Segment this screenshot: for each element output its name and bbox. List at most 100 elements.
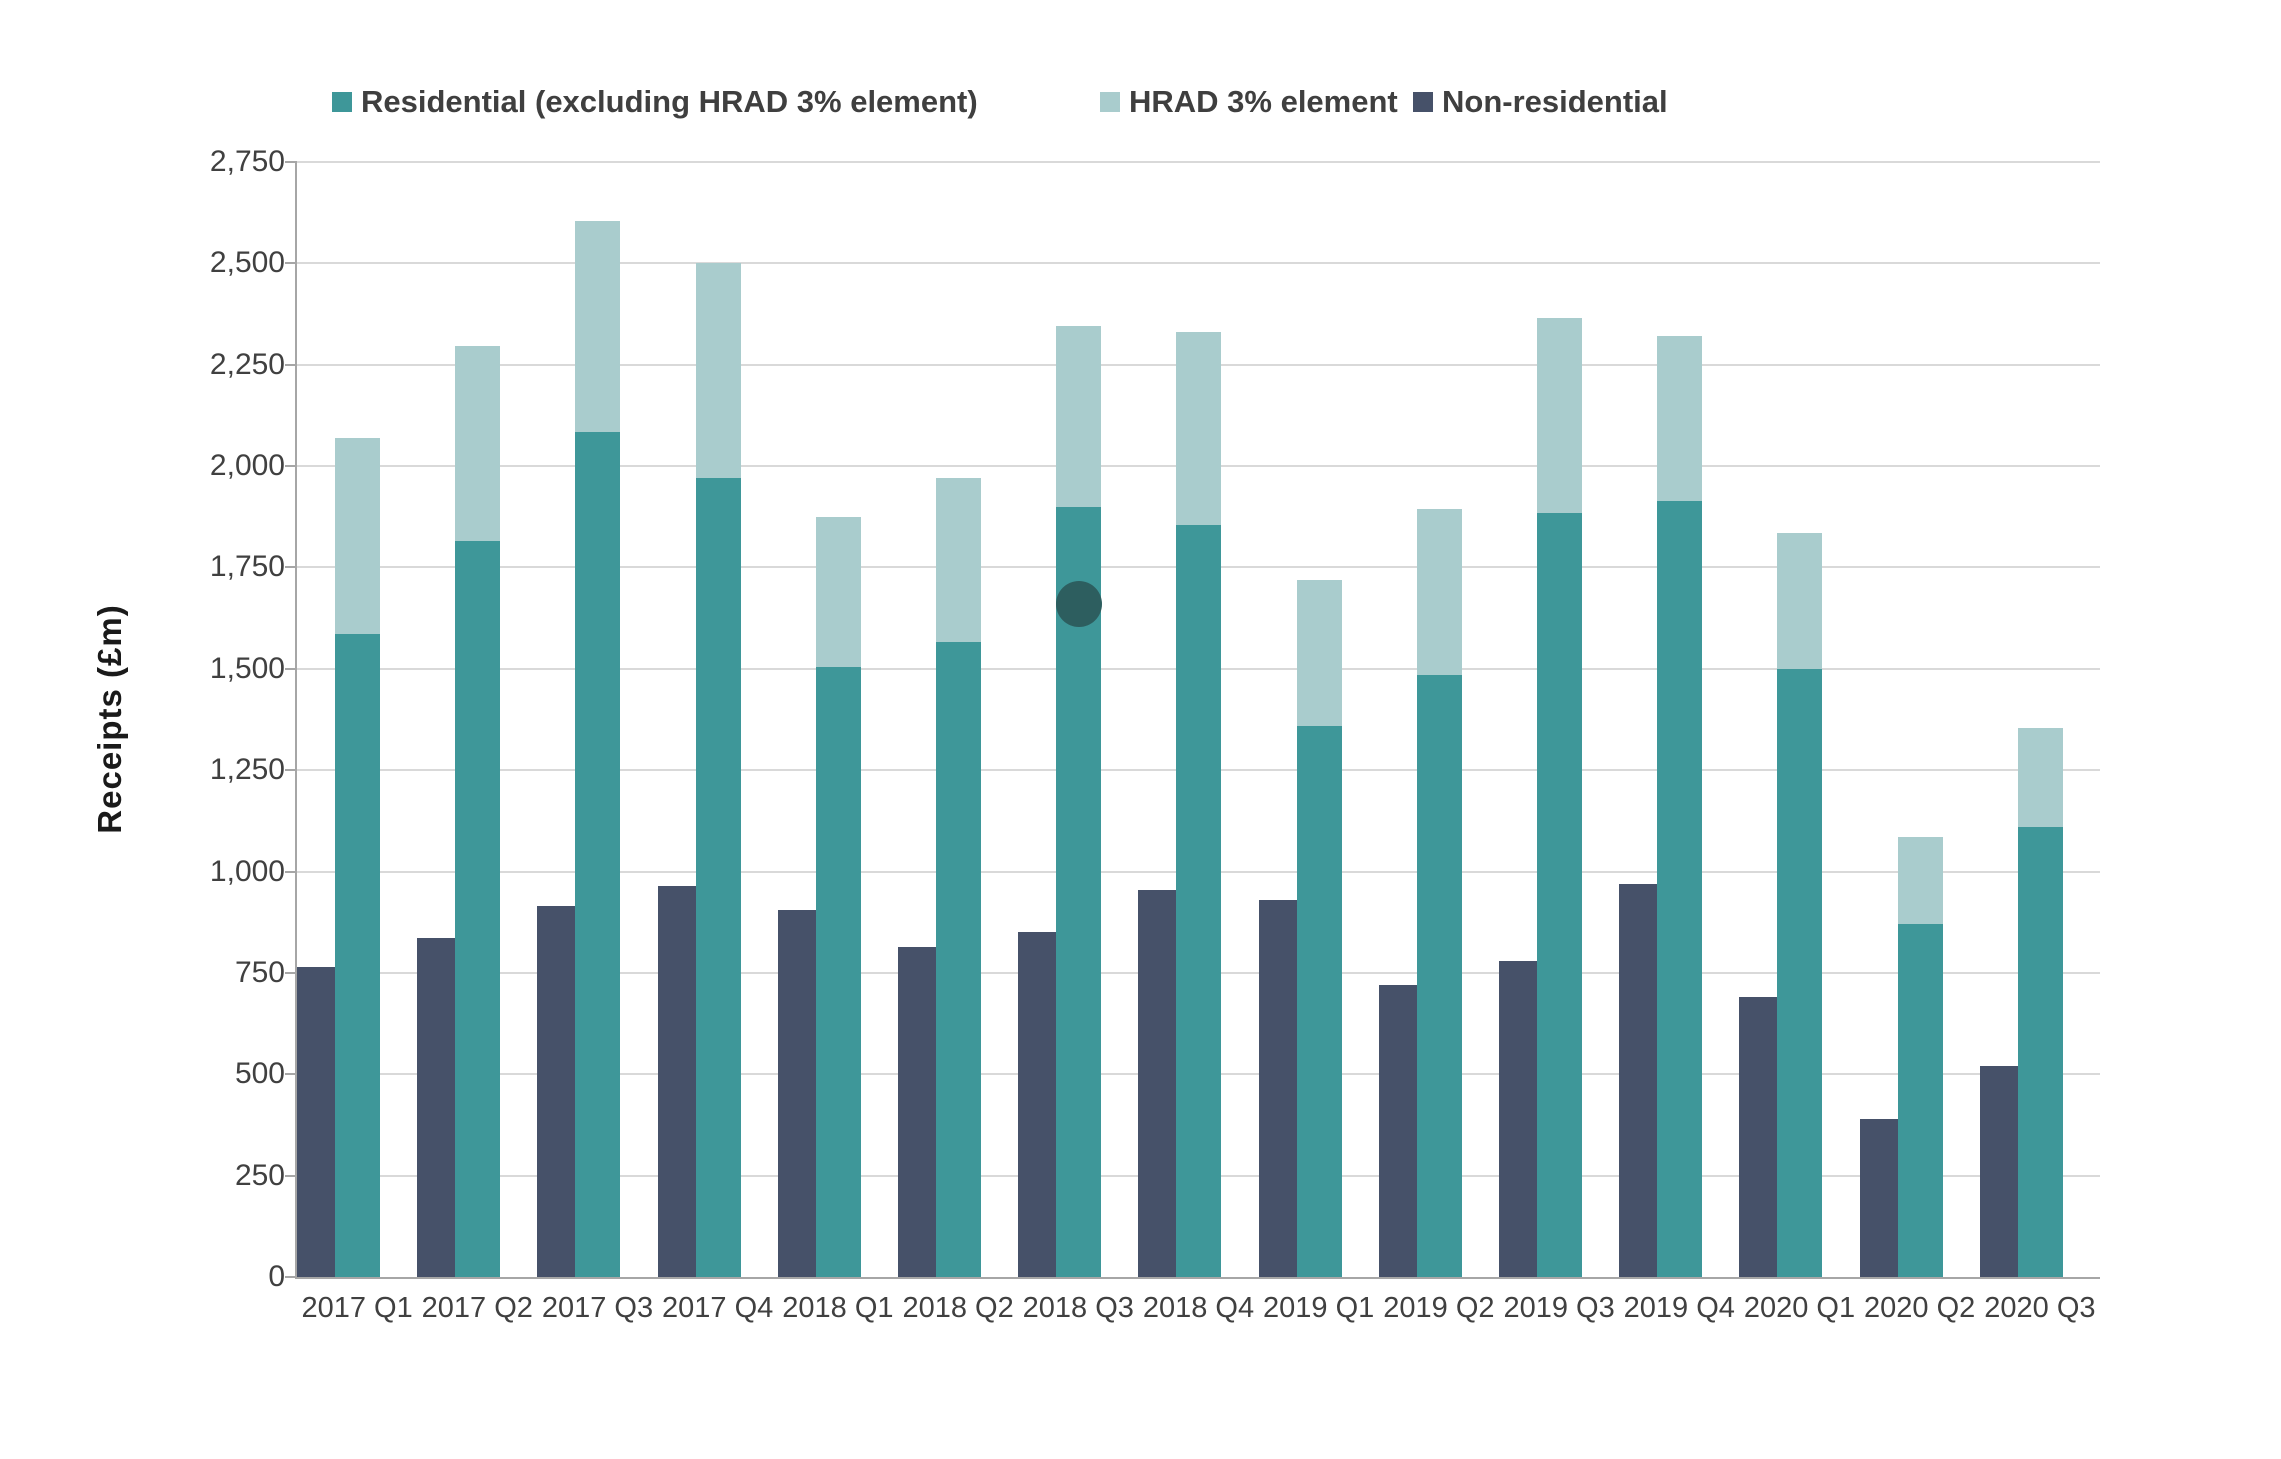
bar-hrad xyxy=(575,220,621,432)
bar-residential xyxy=(815,666,861,1277)
bar-hrad xyxy=(695,263,741,479)
y-tick-label: 2,000 xyxy=(209,449,285,483)
x-tick-label: 2019 Q2 xyxy=(1383,1292,1495,1324)
bar-hrad xyxy=(1537,318,1582,513)
x-tick-label: 2018 Q1 xyxy=(782,1292,894,1324)
bar-non-residential xyxy=(1258,899,1297,1277)
legend-label-hrad: HRAD 3% element xyxy=(1129,84,1398,119)
bar-hrad xyxy=(1416,508,1462,675)
bar-non-residential xyxy=(1499,960,1537,1277)
bar-non-residential xyxy=(1619,883,1658,1277)
y-tick-label: 2,500 xyxy=(209,246,285,280)
bar-non-residential xyxy=(657,885,696,1277)
y-tick-label: 0 xyxy=(268,1260,285,1293)
bar-hrad xyxy=(2017,727,2063,827)
bar-non-residential xyxy=(1859,1118,1898,1277)
bar-non-residential xyxy=(777,910,816,1277)
x-tick-label: 2019 Q3 xyxy=(1503,1292,1615,1324)
y-axis-tick xyxy=(285,667,297,670)
bar-non-residential xyxy=(1018,932,1057,1277)
y-tick-label: 2,750 xyxy=(209,145,285,178)
bar-residential xyxy=(1777,668,1823,1277)
legend-label-residential: Residential (excluding HRAD 3% element) xyxy=(361,84,978,119)
bar-residential xyxy=(1897,924,1943,1277)
y-tick-label: 250 xyxy=(234,1158,285,1192)
y-axis-tick xyxy=(285,1174,297,1177)
bar-hrad xyxy=(1657,336,1703,501)
legend-swatch-hrad-icon xyxy=(1100,92,1120,112)
y-tick-label: 1,750 xyxy=(209,550,285,584)
x-tick-label: 2018 Q3 xyxy=(1022,1292,1134,1324)
bar-hrad xyxy=(1777,532,1823,669)
bar-non-residential xyxy=(1378,985,1417,1277)
bar-non-residential xyxy=(1979,1066,2018,1277)
bar-non-residential xyxy=(537,906,576,1277)
gridline xyxy=(297,161,2100,163)
bar-residential xyxy=(1176,524,1222,1277)
y-axis-tick xyxy=(285,465,297,468)
bar-hrad xyxy=(815,516,861,667)
y-axis-tick xyxy=(285,1073,297,1076)
bar-hrad xyxy=(455,346,501,542)
y-axis-tick xyxy=(285,363,297,366)
bar-hrad xyxy=(1056,326,1102,507)
y-tick-label: 1,000 xyxy=(209,854,285,888)
x-tick-label: 2020 Q1 xyxy=(1743,1292,1856,1324)
legend-swatch-residential-icon xyxy=(332,92,352,112)
y-axis-tick xyxy=(285,971,297,974)
legend-item-non-residential: Non-residential xyxy=(1413,84,1668,120)
x-tick-label: 2019 Q1 xyxy=(1263,1292,1375,1324)
y-axis-line xyxy=(295,162,297,1279)
bar-residential xyxy=(335,634,380,1277)
x-axis-line xyxy=(295,1277,2100,1279)
bar-residential xyxy=(1537,512,1582,1277)
legend-swatch-non-residential-icon xyxy=(1413,92,1433,112)
x-tick-label: 2019 Q4 xyxy=(1623,1292,1735,1324)
legend-item-residential: Residential (excluding HRAD 3% element) xyxy=(332,84,978,120)
y-axis-tick xyxy=(285,262,297,265)
x-tick-label: 2020 Q3 xyxy=(1984,1292,2096,1324)
bar-residential xyxy=(936,642,981,1277)
x-tick-label: 2018 Q2 xyxy=(902,1292,1014,1324)
bar-residential xyxy=(575,431,621,1277)
bar-hrad xyxy=(1176,332,1222,525)
gridline xyxy=(297,262,2100,265)
x-tick-label: 2018 Q4 xyxy=(1142,1292,1255,1324)
bar-residential xyxy=(695,478,741,1277)
bar-residential xyxy=(2017,826,2063,1277)
bar-non-residential xyxy=(297,966,335,1277)
x-tick-label: 2017 Q4 xyxy=(662,1292,774,1324)
bar-hrad xyxy=(1296,579,1342,726)
legend-item-hrad: HRAD 3% element xyxy=(1100,84,1398,120)
bar-residential xyxy=(1416,674,1462,1277)
bar-non-residential xyxy=(1739,997,1778,1277)
y-tick-label: 500 xyxy=(234,1057,285,1091)
bar-residential xyxy=(455,541,501,1277)
y-tick-label: 2,250 xyxy=(209,347,285,381)
legend-label-non-residential: Non-residential xyxy=(1442,84,1668,119)
bar-residential xyxy=(1056,506,1102,1277)
x-tick-label: 2020 Q2 xyxy=(1864,1292,1976,1324)
cursor-dot xyxy=(1055,580,1102,627)
bar-residential xyxy=(1296,725,1342,1277)
y-axis-tick xyxy=(285,566,297,569)
bar-non-residential xyxy=(1138,889,1177,1277)
x-tick-label: 2017 Q1 xyxy=(301,1292,413,1324)
y-tick-label: 1,500 xyxy=(209,651,285,685)
y-axis-tick xyxy=(285,769,297,772)
y-tick-label: 1,250 xyxy=(209,753,285,787)
x-tick-label: 2017 Q2 xyxy=(421,1292,533,1324)
y-tick-label: 750 xyxy=(234,955,285,989)
bar-residential xyxy=(1657,500,1703,1277)
y-axis-tick xyxy=(285,161,297,163)
bar-hrad xyxy=(936,478,981,643)
bar-hrad xyxy=(335,437,380,635)
bar-non-residential xyxy=(898,946,936,1277)
y-axis-title: Receipts (£m) xyxy=(91,604,128,834)
x-tick-label: 2017 Q3 xyxy=(541,1292,654,1324)
bar-hrad xyxy=(1897,837,1943,925)
y-axis-tick xyxy=(285,870,297,873)
bar-non-residential xyxy=(417,938,456,1277)
y-axis-tick xyxy=(285,1276,297,1278)
